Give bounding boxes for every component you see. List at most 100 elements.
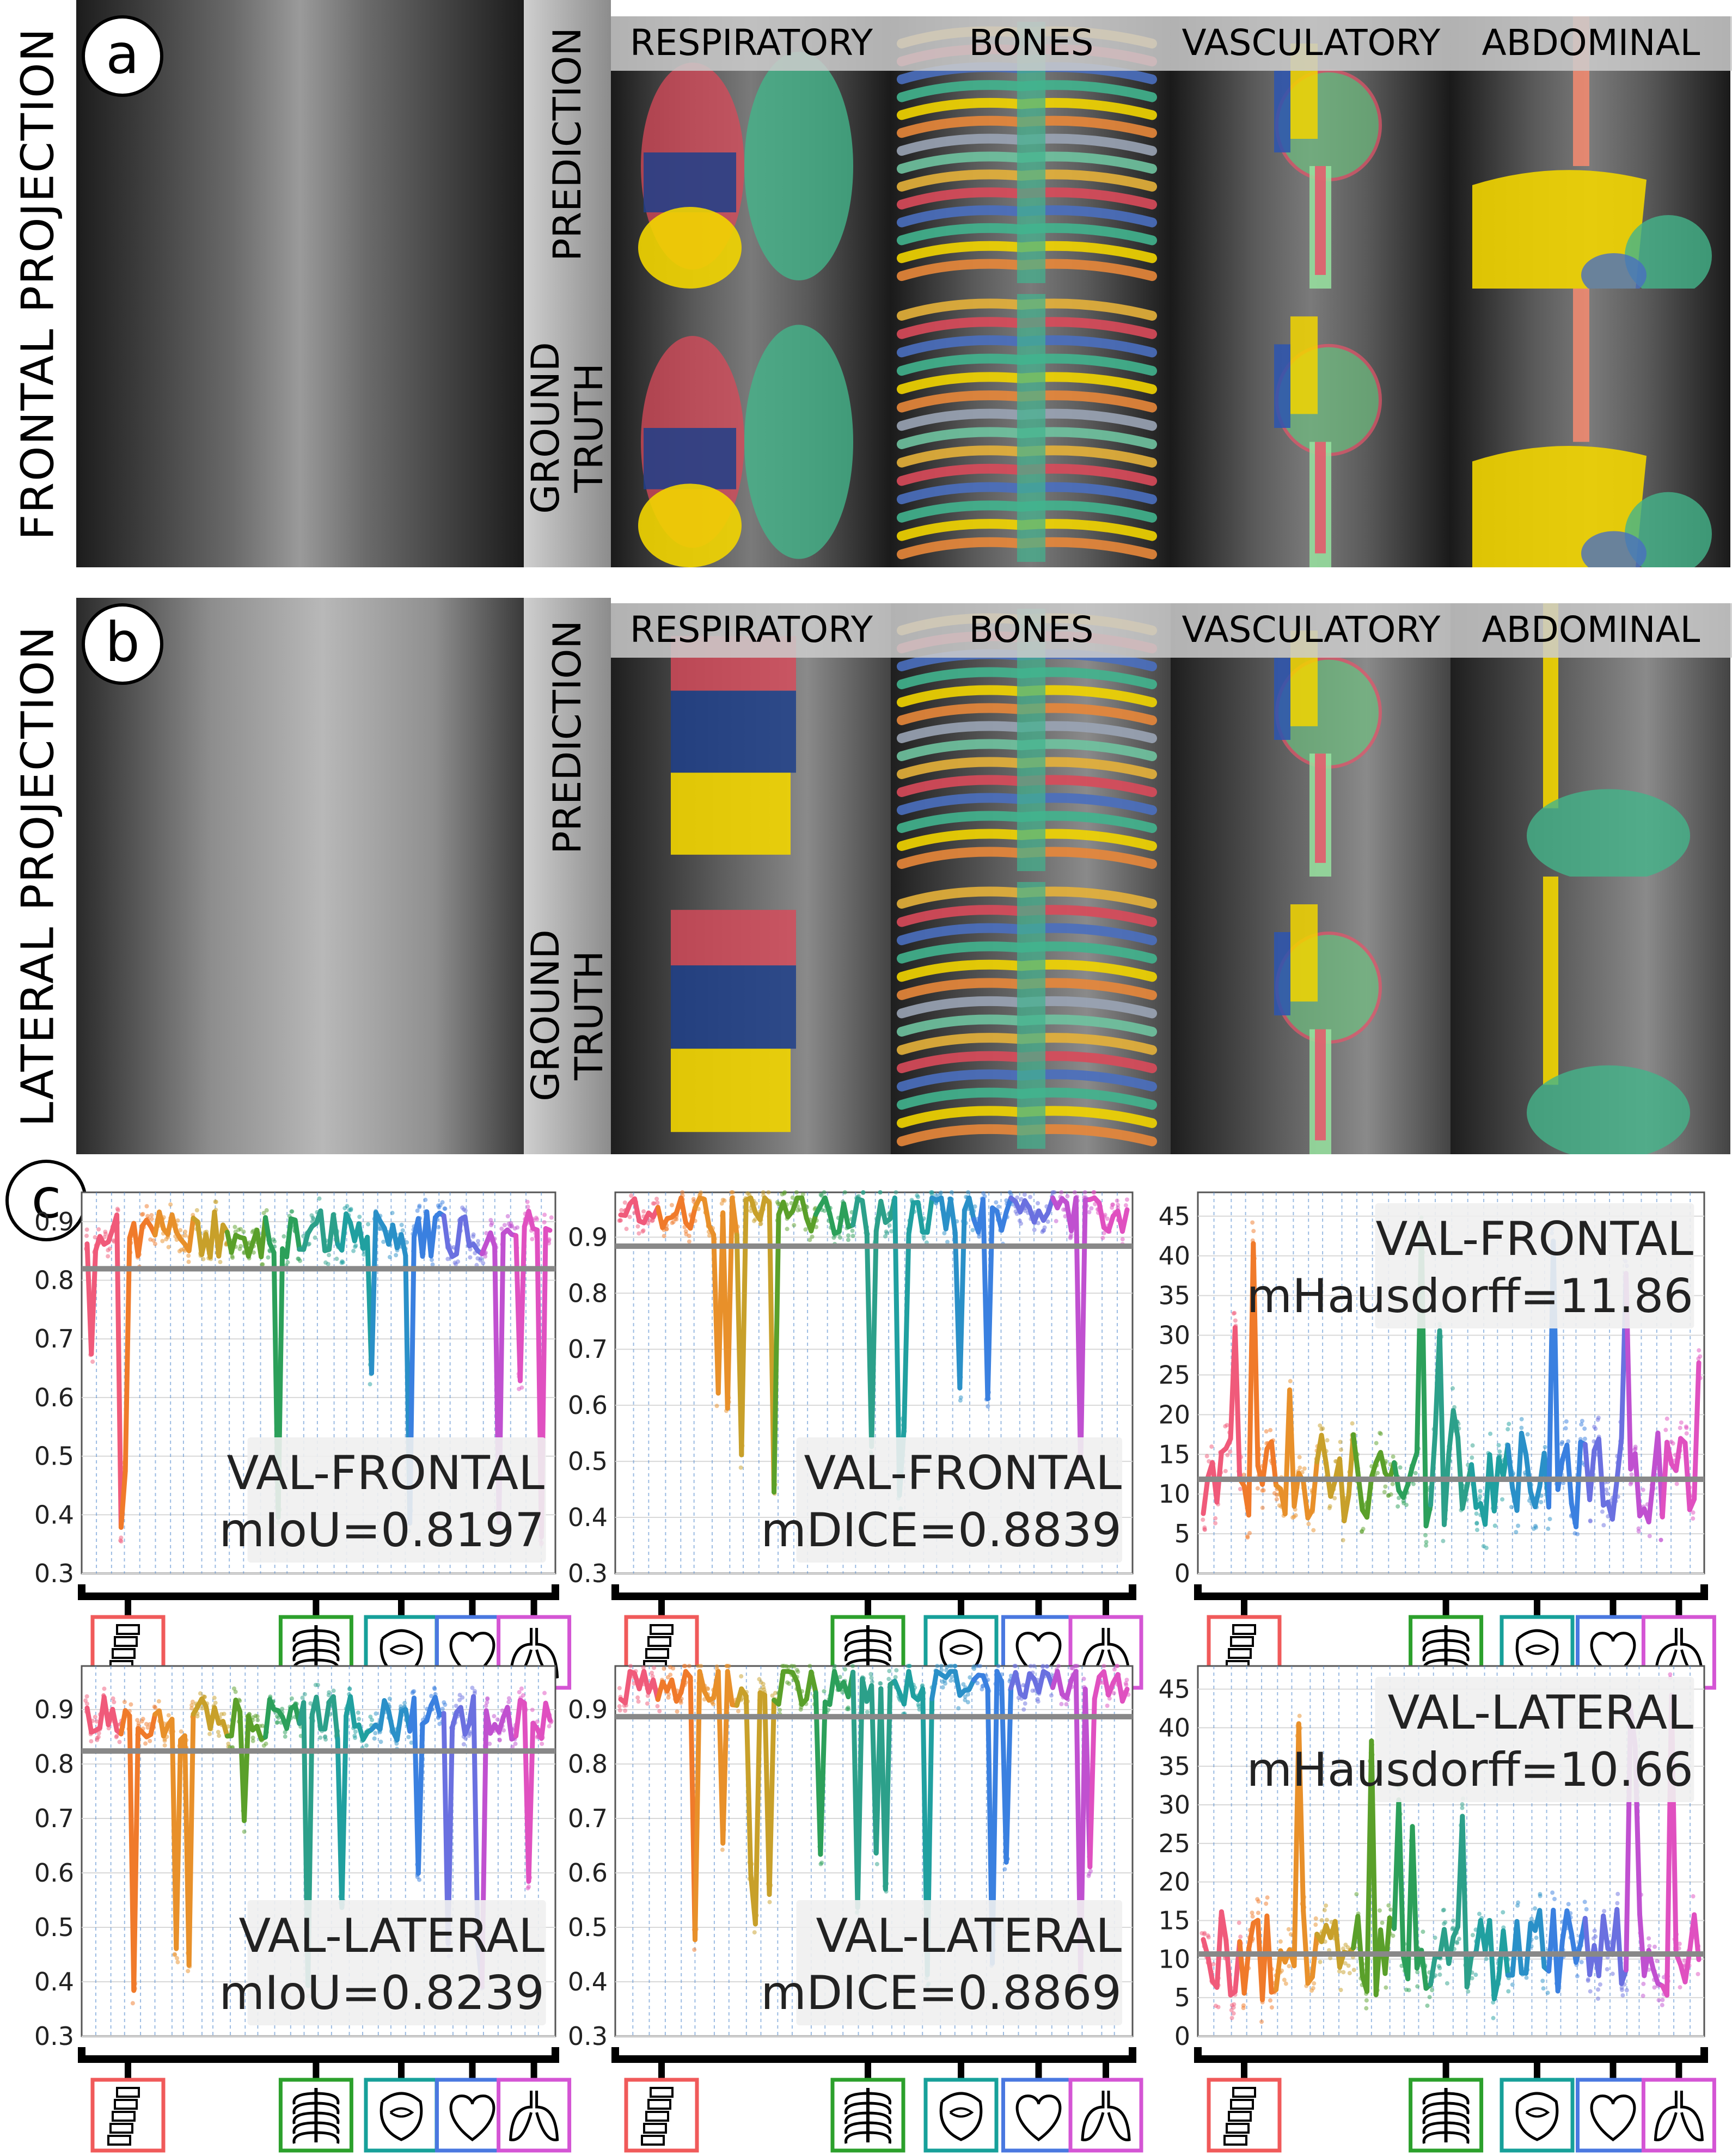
chart-4: 0.9 0.8 0.7 0.6 0.5 0.4 0.3 VAL-LATERALmIoU=0.8… <box>34 1665 572 2153</box>
data-point <box>1538 1892 1543 1897</box>
data-point <box>1514 1530 1519 1535</box>
y-tick-label: 0.9 <box>568 1222 608 1252</box>
data-point <box>216 1730 221 1735</box>
data-point <box>93 1714 97 1719</box>
data-point <box>1341 1946 1345 1951</box>
data-point <box>966 1692 971 1697</box>
data-point <box>1561 1481 1566 1486</box>
data-point <box>1283 1981 1288 1986</box>
data-point <box>506 1696 511 1701</box>
series-line <box>822 1195 833 1216</box>
data-point <box>1388 1907 1393 1912</box>
data-point <box>785 1680 790 1685</box>
segmentation-tile-abd-b-gt-3 <box>1451 877 1730 1154</box>
overlay-bone <box>897 294 1157 562</box>
data-point <box>794 1190 799 1195</box>
data-point <box>233 1689 238 1694</box>
data-point <box>1441 1539 1446 1543</box>
data-point <box>1641 1981 1646 1986</box>
data-point <box>767 1900 772 1904</box>
data-point <box>1437 1972 1442 1977</box>
data-point <box>432 1686 437 1690</box>
data-point <box>1460 1805 1465 1810</box>
data-point <box>1123 1203 1128 1208</box>
overlay-abd <box>1527 877 1690 1154</box>
data-point <box>1550 1890 1555 1895</box>
data-point <box>1531 1526 1536 1531</box>
data-point <box>261 1211 266 1216</box>
data-point <box>542 1690 547 1695</box>
series-line <box>999 1209 1009 1233</box>
data-point <box>843 1667 848 1672</box>
data-point <box>687 1234 691 1239</box>
data-point <box>1201 1517 1205 1522</box>
data-point <box>1264 1901 1269 1906</box>
metric-label: mHausdorff=10.66 <box>1246 1743 1693 1797</box>
series-line <box>1596 1436 1606 1508</box>
data-point <box>1491 2016 1496 2020</box>
data-point <box>1595 1417 1600 1422</box>
series-line <box>1514 1919 1524 1976</box>
data-point <box>893 1675 898 1680</box>
data-point <box>1620 1993 1625 1998</box>
series-line <box>229 1233 238 1255</box>
data-point <box>275 1720 280 1725</box>
series-line <box>1328 1478 1338 1499</box>
data-point <box>623 1708 628 1713</box>
series-line <box>169 1212 179 1235</box>
overlay-vasc <box>1274 904 1382 1154</box>
series-line <box>878 1198 888 1225</box>
data-point <box>1324 1903 1329 1908</box>
data-point <box>1101 1664 1106 1668</box>
data-point <box>1470 1455 1474 1460</box>
data-point <box>136 1721 141 1726</box>
data-point <box>650 1674 655 1679</box>
data-point <box>1696 1971 1700 1976</box>
data-point <box>212 1695 217 1700</box>
data-point <box>996 1664 1001 1668</box>
data-point <box>1593 1426 1598 1431</box>
data-point <box>198 1691 203 1696</box>
data-point <box>510 1744 515 1749</box>
data-point <box>1451 1926 1455 1931</box>
y-tick-label: 40 <box>1158 1713 1190 1742</box>
series-line <box>1423 1502 1433 1529</box>
data-point <box>166 1245 171 1250</box>
data-point <box>1313 1916 1318 1921</box>
y-tick-label: 0.4 <box>568 1967 608 1996</box>
data-point <box>968 1675 972 1680</box>
data-point <box>168 1202 173 1207</box>
data-point <box>1682 1958 1687 1963</box>
series-line <box>186 1216 196 1253</box>
data-point <box>722 1198 727 1203</box>
series-line <box>697 1669 707 1694</box>
data-point <box>406 1735 411 1739</box>
data-point <box>1515 1903 1520 1908</box>
data-point <box>666 1695 671 1700</box>
data-point <box>874 1861 879 1866</box>
data-point <box>417 1205 422 1210</box>
y-tick-label: 0.4 <box>34 1967 74 1996</box>
data-point <box>1327 1504 1332 1509</box>
series-line <box>1555 1457 1565 1492</box>
data-point <box>1350 1421 1355 1426</box>
data-point <box>442 1206 447 1211</box>
y-tick-label: 35 <box>1158 1281 1190 1310</box>
series-line <box>284 1706 293 1731</box>
data-point <box>364 1743 369 1748</box>
data-point <box>1002 1867 1007 1872</box>
data-point <box>1653 1944 1657 1949</box>
y-tick-label: 0 <box>1174 2022 1190 2051</box>
data-point <box>1660 2002 1664 2007</box>
data-point <box>521 1693 525 1698</box>
data-point <box>1337 1969 1342 1974</box>
overlay-vasc <box>1274 630 1382 877</box>
data-point <box>1202 1932 1207 1937</box>
data-point <box>970 1228 975 1233</box>
data-point <box>1477 1912 1482 1916</box>
data-point <box>160 1239 165 1244</box>
series-line <box>948 1196 958 1235</box>
data-point <box>1478 1489 1483 1493</box>
series-line <box>818 1699 828 1857</box>
data-point <box>645 1693 650 1698</box>
